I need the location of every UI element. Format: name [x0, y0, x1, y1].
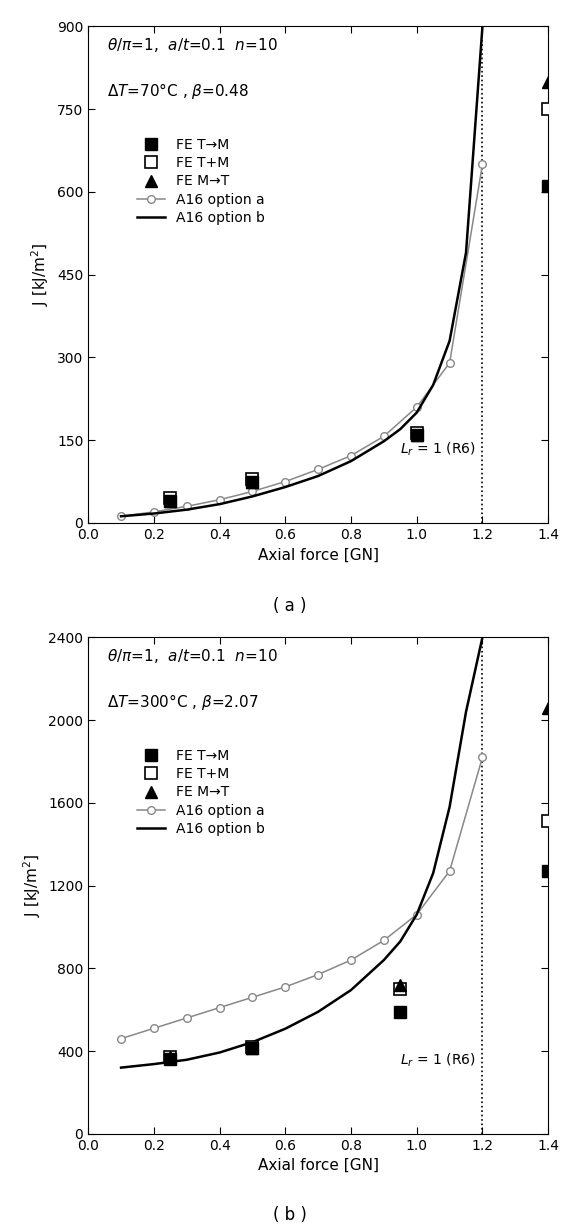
Text: $\theta/\pi$=1,  $a/t$=0.1  $n$=10: $\theta/\pi$=1, $a/t$=0.1 $n$=10 [107, 648, 277, 665]
X-axis label: Axial force [GN]: Axial force [GN] [258, 1158, 379, 1173]
Text: $\theta/\pi$=1,  $a/t$=0.1  $n$=10: $\theta/\pi$=1, $a/t$=0.1 $n$=10 [107, 36, 277, 54]
X-axis label: Axial force [GN]: Axial force [GN] [258, 548, 379, 563]
Text: $\Delta T$=70°C , $\beta$=0.48: $\Delta T$=70°C , $\beta$=0.48 [107, 81, 249, 101]
Legend: FE T→M, FE T+M, FE M→T, A16 option a, A16 option b: FE T→M, FE T+M, FE M→T, A16 option a, A1… [132, 744, 271, 841]
Text: ( a ): ( a ) [273, 597, 307, 616]
Text: $L_r$ = 1 (R6): $L_r$ = 1 (R6) [400, 441, 476, 458]
Text: ( b ): ( b ) [273, 1206, 307, 1225]
Text: $L_r$ = 1 (R6): $L_r$ = 1 (R6) [400, 1051, 476, 1070]
Y-axis label: J [kJ/m$^2$]: J [kJ/m$^2$] [21, 854, 42, 917]
Legend: FE T→M, FE T+M, FE M→T, A16 option a, A16 option b: FE T→M, FE T+M, FE M→T, A16 option a, A1… [132, 133, 271, 230]
Y-axis label: J [kJ/m$^2$]: J [kJ/m$^2$] [30, 243, 52, 307]
Text: $\Delta T$=300°C , $\beta$=2.07: $\Delta T$=300°C , $\beta$=2.07 [107, 692, 258, 712]
